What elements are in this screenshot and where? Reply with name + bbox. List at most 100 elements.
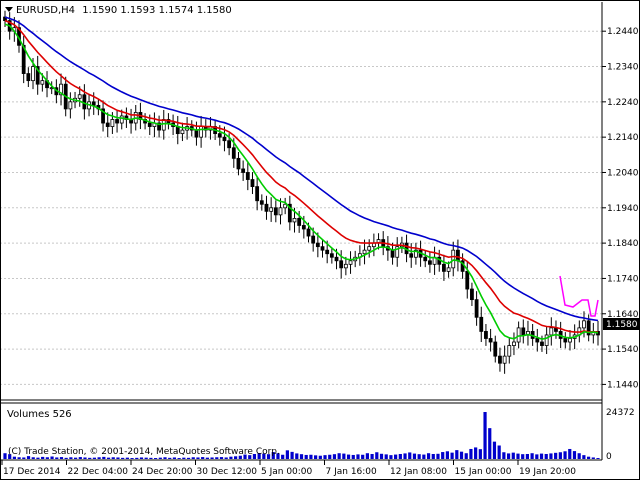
- candle-body: [544, 334, 549, 346]
- time-tick-label: 24 Dec 20:00: [132, 467, 193, 477]
- volume-bar: [219, 457, 224, 459]
- low-value: 1.1574: [158, 5, 194, 16]
- price-grid: [0, 30, 602, 385]
- volume-bar: [144, 457, 148, 459]
- volume-bar: [389, 455, 393, 459]
- volumes-title: Volumes 526: [7, 409, 72, 420]
- volume-bar: [502, 452, 506, 459]
- time-tick-label: 12 Jan 08:00: [390, 467, 447, 477]
- candle-body: [301, 225, 306, 230]
- volume-bar: [506, 453, 511, 459]
- high-value: 1.1593: [120, 5, 156, 16]
- volume-bar: [36, 457, 40, 459]
- volume-bar: [346, 454, 351, 459]
- candle-body: [343, 263, 348, 269]
- candle-body: [283, 203, 288, 209]
- volume-bar: [229, 456, 233, 459]
- volume-bar: [116, 457, 120, 459]
- volume-bar: [422, 454, 426, 459]
- volume-bar: [403, 453, 407, 459]
- candle-body: [273, 207, 278, 216]
- candle-body: [311, 235, 316, 244]
- candle-body: [222, 136, 227, 142]
- candle-body: [470, 288, 474, 301]
- volume-bar: [215, 457, 219, 459]
- candle-body: [451, 249, 456, 269]
- volume-zero-label: 0: [606, 452, 612, 462]
- current-price-label: 1.1580: [603, 318, 640, 330]
- candle-body: [315, 242, 320, 248]
- candle-body: [59, 83, 63, 96]
- volume-bar: [539, 453, 544, 459]
- candle-body: [194, 129, 199, 138]
- candle-body: [582, 320, 586, 329]
- volume-bar: [408, 452, 412, 459]
- volume-bar: [158, 457, 162, 459]
- volume-bar: [351, 454, 355, 459]
- volume-bar: [483, 412, 487, 459]
- candle-body: [516, 327, 521, 343]
- ma-slow-line: [4, 16, 599, 322]
- volume-bar: [125, 457, 129, 459]
- candle-body: [563, 338, 568, 343]
- volume-bar: [455, 450, 459, 459]
- candle-body: [199, 126, 204, 138]
- volume-bar: [262, 453, 266, 459]
- volume-bar: [586, 456, 591, 459]
- volume-bar: [511, 452, 515, 459]
- candle-body: [82, 94, 87, 110]
- time-tick-label: 15 Jan 00:00: [455, 467, 512, 477]
- volume-bar: [248, 455, 252, 459]
- current-price-text: 1.1580: [606, 320, 638, 330]
- candle-body: [498, 355, 502, 364]
- dropdown-triangle-icon[interactable]: [5, 7, 13, 12]
- volume-bar: [563, 451, 567, 459]
- volume-bar: [558, 452, 562, 459]
- candle-body: [259, 200, 264, 205]
- price-tick-label: 1.2340: [607, 63, 639, 73]
- price-tick-label: 1.2440: [607, 27, 639, 37]
- time-tick-label: 5 Jan 00:00: [261, 467, 313, 477]
- volume-bar: [130, 458, 134, 459]
- candle-body: [334, 256, 339, 262]
- volume-bar: [8, 454, 12, 459]
- volume-bar: [50, 456, 54, 459]
- volume-bar: [26, 456, 31, 459]
- volume-bar: [591, 457, 595, 459]
- candle-body: [465, 270, 470, 290]
- volume-bar: [474, 447, 478, 459]
- magenta-indicator-line: [559, 275, 599, 317]
- volume-bar: [568, 448, 572, 459]
- candle-body: [227, 140, 232, 149]
- candle-body: [297, 217, 302, 226]
- volume-bar: [544, 453, 548, 459]
- volume-bar: [577, 453, 581, 459]
- volume-bar: [375, 452, 379, 459]
- volume-bar: [154, 458, 158, 459]
- candle-body: [362, 249, 367, 255]
- volume-bar: [102, 456, 106, 459]
- close-value: 1.1580: [196, 5, 232, 16]
- volume-bar: [445, 451, 449, 459]
- candle-body: [217, 133, 222, 138]
- volume-bar: [12, 456, 17, 459]
- candle-body: [35, 66, 40, 85]
- price-tick-label: 1.2140: [607, 133, 639, 143]
- price-tick-label: 1.1440: [607, 380, 639, 390]
- volume-bar: [149, 457, 153, 459]
- candle-body: [250, 179, 255, 188]
- volume-axis: 24372 0: [606, 408, 635, 462]
- volume-bars: [3, 412, 600, 459]
- volume-bar: [163, 457, 167, 459]
- volume-bar: [111, 457, 115, 459]
- candle-body: [512, 341, 516, 346]
- volume-bar: [172, 457, 177, 459]
- volume-bar: [3, 453, 7, 459]
- volume-bar: [464, 453, 468, 459]
- price-tick-label: 1.1840: [607, 239, 639, 249]
- volume-bar: [22, 457, 26, 459]
- volume-bar: [168, 457, 172, 459]
- candle-body: [367, 246, 372, 251]
- candle-body: [428, 260, 432, 265]
